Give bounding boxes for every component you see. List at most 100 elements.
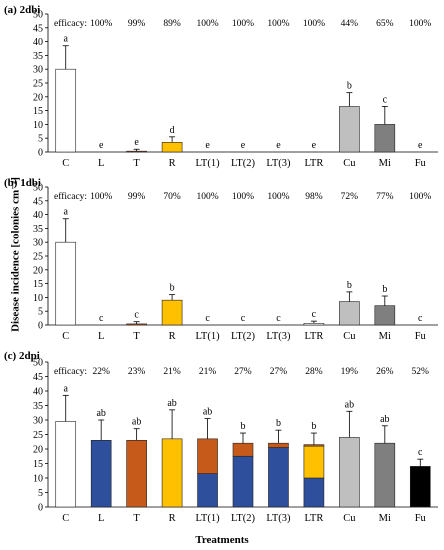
y-tick-label: 15 (33, 459, 43, 470)
significance-letter: b (382, 284, 387, 295)
x-tick-label: LTR (304, 513, 323, 524)
efficacy-value: 89% (163, 19, 181, 29)
x-tick-label: LT(1) (195, 158, 220, 169)
bar-segment (197, 438, 218, 474)
efficacy-value: 27% (270, 367, 288, 377)
efficacy-value: 52% (412, 367, 430, 377)
y-tick-label: 5 (38, 307, 43, 318)
y-tick-label: 40 (33, 37, 43, 48)
y-tick-label: 20 (33, 445, 43, 456)
bar-segment (303, 444, 325, 447)
efficacy-value: 100% (90, 19, 112, 29)
x-tick-label: R (169, 331, 176, 342)
efficacy-value: 22% (92, 367, 110, 377)
efficacy-value: 28% (305, 367, 323, 377)
x-tick-label: L (98, 513, 104, 524)
x-tick-label: Mi (379, 331, 391, 342)
x-tick-label: LT(1) (195, 331, 220, 342)
y-tick-label: 45 (33, 23, 43, 34)
x-tick-label: LT(1) (195, 513, 220, 524)
chart-svg-b: 05101520253035404550efficacy:CaL100%cT99… (33, 183, 438, 342)
y-tick-label: 25 (33, 79, 43, 90)
efficacy-value: 98% (305, 192, 323, 202)
y-tick-label: 10 (33, 293, 43, 304)
significance-letter: ab (96, 408, 105, 419)
bar-segment (90, 440, 112, 508)
x-tick-label: LT(3) (266, 331, 291, 342)
panel-title: (c) 2dpi (4, 350, 40, 362)
x-tick-label: R (169, 513, 176, 524)
bar-segment (232, 455, 254, 508)
efficacy-value: 77% (376, 192, 394, 202)
y-tick-label: 45 (33, 196, 43, 207)
x-tick-label: C (62, 158, 69, 169)
efficacy-value: 21% (163, 367, 181, 377)
bar (126, 150, 147, 153)
bar (55, 241, 77, 326)
bar-segment (55, 421, 77, 508)
y-tick-label: 5 (38, 134, 43, 145)
bar-segment (374, 442, 396, 508)
bar-segment (126, 440, 147, 508)
efficacy-value: 27% (234, 367, 252, 377)
y-tick-label: 25 (33, 252, 43, 263)
efficacy-value: 70% (163, 192, 181, 202)
efficacy-value: 100% (90, 192, 112, 202)
y-tick-label: 15 (33, 106, 43, 117)
bar (55, 68, 77, 153)
x-tick-label: Cu (343, 158, 356, 169)
bar (303, 323, 325, 326)
y-tick-label: 20 (33, 265, 43, 276)
significance-letter: ab (345, 399, 354, 410)
y-tick-label: 30 (33, 238, 43, 249)
bar (339, 106, 360, 153)
y-tick-label: 35 (33, 401, 43, 412)
significance-letter: c (312, 309, 317, 320)
significance-letter: a (64, 207, 69, 218)
efficacy-value: 44% (341, 19, 359, 29)
significance-letter: d (170, 125, 175, 136)
y-tick-label: 25 (33, 430, 43, 441)
significance-letter: b (241, 421, 246, 432)
x-tick-label: C (62, 331, 69, 342)
x-tick-label: R (169, 158, 176, 169)
significance-letter: c (418, 447, 423, 458)
significance-letter: e (134, 137, 139, 148)
panel-title: (b) 1dbi (4, 177, 41, 189)
y-tick-label: 45 (33, 372, 43, 383)
y-tick-label: 0 (38, 148, 43, 159)
y-axis-label: Disease incidence [colonies cm⁻²] (9, 177, 22, 332)
y-tick-label: 50 (33, 183, 43, 194)
significance-letter: b (276, 418, 281, 429)
x-tick-label: LT(2) (231, 158, 256, 169)
y-tick-label: 0 (38, 503, 43, 514)
x-tick-label: T (133, 331, 140, 342)
x-tick-label: Cu (343, 513, 356, 524)
efficacy-label: efficacy: (54, 366, 87, 377)
significance-letter: e (241, 140, 246, 151)
y-tick-label: 20 (33, 92, 43, 103)
x-tick-label: Fu (415, 331, 427, 342)
y-tick-label: 40 (33, 387, 43, 398)
x-tick-label: C (62, 513, 69, 524)
efficacy-value: 100% (303, 19, 325, 29)
significance-letter: ab (167, 398, 176, 409)
significance-letter: c (276, 313, 281, 324)
y-tick-label: 10 (33, 474, 43, 485)
efficacy-value: 99% (128, 192, 146, 202)
x-tick-label: Mi (379, 513, 391, 524)
significance-letter: e (418, 140, 423, 151)
efficacy-value: 100% (409, 192, 431, 202)
efficacy-label: efficacy: (54, 18, 87, 29)
x-tick-label: T (133, 513, 140, 524)
bar-segment (268, 447, 289, 508)
significance-letter: e (276, 140, 281, 151)
efficacy-value: 100% (196, 19, 218, 29)
significance-letter: e (99, 140, 104, 151)
bar (374, 305, 396, 326)
x-tick-label: L (98, 158, 104, 169)
efficacy-value: 21% (199, 367, 217, 377)
